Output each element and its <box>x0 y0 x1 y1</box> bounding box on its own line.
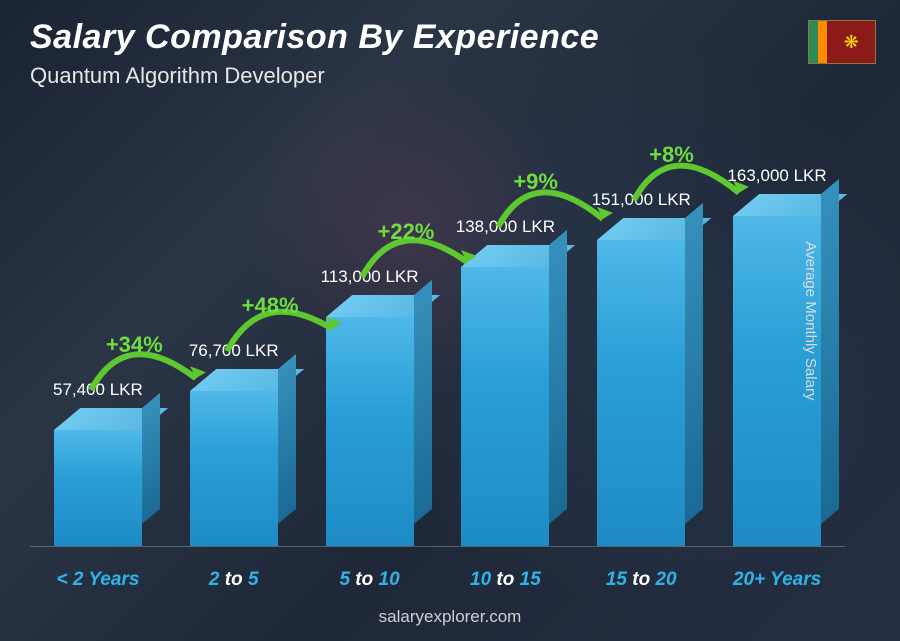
bar-slot: 151,000 LKR+9% <box>573 110 709 546</box>
increase-percent-label: +48% <box>242 293 299 319</box>
page-subtitle: Quantum Algorithm Developer <box>30 63 599 89</box>
bar-value-label: 113,000 LKR <box>300 267 440 287</box>
bar-slot: 113,000 LKR+48% <box>302 110 438 546</box>
chart-area: 57,400 LKR76,700 LKR+34%113,000 LKR+48%1… <box>30 110 845 546</box>
bar-wrap: 57,400 LKR <box>30 110 166 546</box>
bar-value-label: 138,000 LKR <box>435 217 575 237</box>
increase-percent-label: +8% <box>649 142 694 168</box>
bar <box>326 317 414 546</box>
bar-value-label: 76,700 LKR <box>164 341 304 361</box>
x-axis-labels: < 2 Years2 to 55 to 1010 to 1515 to 2020… <box>30 569 845 591</box>
page-title: Salary Comparison By Experience <box>30 18 599 57</box>
flag-stripe-orange <box>818 21 827 63</box>
bar <box>54 430 142 546</box>
bar-value-label: 151,000 LKR <box>571 190 711 210</box>
bar-wrap: 151,000 LKR+9% <box>573 110 709 546</box>
bar-side <box>142 393 160 524</box>
increase-percent-label: +22% <box>377 219 434 245</box>
bar-side <box>821 179 839 524</box>
x-axis-category: 2 to 5 <box>166 569 302 591</box>
bar-slot: 57,400 LKR <box>30 110 166 546</box>
x-axis-category: 10 to 15 <box>437 569 573 591</box>
bar-side <box>685 203 703 524</box>
bars-container: 57,400 LKR76,700 LKR+34%113,000 LKR+48%1… <box>30 110 845 546</box>
bar-wrap: 163,000 LKR+8% <box>709 110 845 546</box>
bar-side <box>414 280 432 524</box>
bar <box>190 391 278 546</box>
bar-slot: 163,000 LKR+8% <box>709 110 845 546</box>
bar <box>461 267 549 546</box>
bar <box>597 240 685 546</box>
x-axis-category: < 2 Years <box>30 569 166 591</box>
flag-stripe-green <box>809 21 818 63</box>
increase-percent-label: +9% <box>513 169 558 195</box>
header: Salary Comparison By Experience Quantum … <box>30 18 599 89</box>
bar-front <box>461 267 549 546</box>
bar-front <box>190 391 278 546</box>
footer-attribution: salaryexplorer.com <box>0 607 900 627</box>
bar-wrap: 76,700 LKR+34% <box>166 110 302 546</box>
x-axis-category: 20+ Years <box>709 569 845 591</box>
increase-percent-label: +34% <box>106 332 163 358</box>
bar-front <box>54 430 142 546</box>
bar-wrap: 113,000 LKR+48% <box>302 110 438 546</box>
flag-panel: ❋ <box>827 21 875 63</box>
bar-value-label: 163,000 LKR <box>707 166 847 186</box>
country-flag: ❋ <box>808 20 876 64</box>
x-axis-category: 5 to 10 <box>302 569 438 591</box>
bar-side <box>549 230 567 524</box>
flag-emblem-icon: ❋ <box>844 32 859 53</box>
bar-front <box>597 240 685 546</box>
bar-side <box>278 354 296 524</box>
bar-front <box>326 317 414 546</box>
bar-slot: 76,700 LKR+34% <box>166 110 302 546</box>
bar-value-label: 57,400 LKR <box>28 380 168 400</box>
x-axis-category: 15 to 20 <box>573 569 709 591</box>
y-axis-label: Average Monthly Salary <box>802 241 819 400</box>
chart-baseline <box>30 546 845 547</box>
